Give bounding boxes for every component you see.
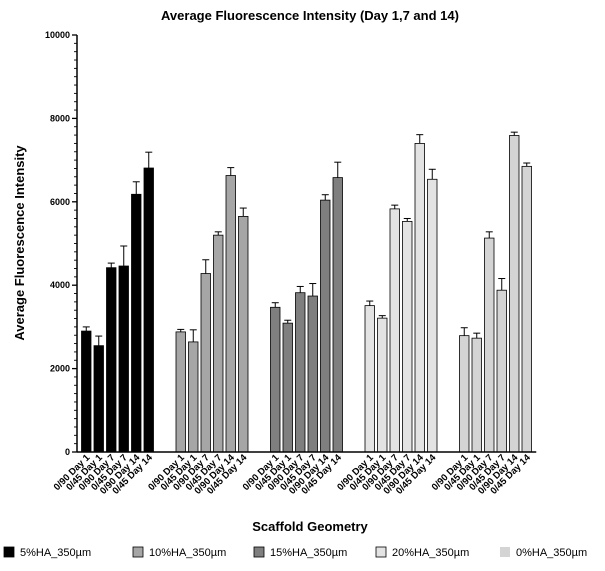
legend-swatch (132, 546, 144, 558)
legend-swatch (3, 546, 15, 558)
legend-swatch (375, 546, 387, 558)
bar (471, 337, 482, 453)
bar (213, 234, 224, 453)
bar (320, 199, 331, 453)
legend-label: 20%HA_350µm (392, 547, 469, 559)
bar (414, 143, 425, 453)
bar (175, 331, 186, 453)
bar (307, 295, 318, 453)
legend-label: 0%HA_350µm (516, 547, 587, 559)
bar (484, 237, 495, 453)
bar (270, 306, 281, 453)
bar (93, 345, 104, 453)
bar (225, 175, 236, 453)
bar (496, 289, 507, 453)
bar (282, 322, 293, 453)
y-tick-label: 0 (65, 447, 70, 457)
legend-label: 10%HA_350µm (149, 547, 226, 559)
y-tick-label: 6000 (50, 197, 70, 207)
x-axis-label: Scaffold Geometry (252, 519, 368, 534)
chart-title: Average Fluorescence Intensity (Day 1,7 … (161, 8, 459, 23)
y-tick-label: 4000 (50, 280, 70, 290)
bar (427, 178, 438, 453)
bar (364, 305, 375, 453)
bar (131, 193, 142, 453)
bar (402, 220, 413, 453)
y-axis-label: Average Fluorescence Intensity (12, 145, 27, 341)
bar (200, 273, 211, 453)
y-tick-label: 8000 (50, 113, 70, 123)
bar (118, 265, 129, 453)
y-tick-label: 2000 (50, 364, 70, 374)
bar (81, 330, 92, 453)
bar (332, 177, 343, 453)
legend-label: 15%HA_350µm (270, 547, 347, 559)
bar (143, 167, 154, 453)
bar (188, 341, 199, 453)
bar (389, 208, 400, 453)
bar (459, 335, 470, 453)
bar (509, 135, 520, 453)
legend-swatch (253, 546, 265, 558)
legend-label: 5%HA_350µm (20, 547, 91, 559)
bar (295, 292, 306, 453)
bar (521, 165, 532, 453)
y-tick-label: 10000 (45, 30, 70, 40)
bar (238, 215, 249, 453)
legend: 5%HA_350µm 10%HA_350µm 15%HA_350µm 20%HA_35… (3, 546, 587, 559)
bar (106, 267, 117, 453)
bar (377, 317, 388, 453)
legend-swatch (500, 547, 510, 557)
